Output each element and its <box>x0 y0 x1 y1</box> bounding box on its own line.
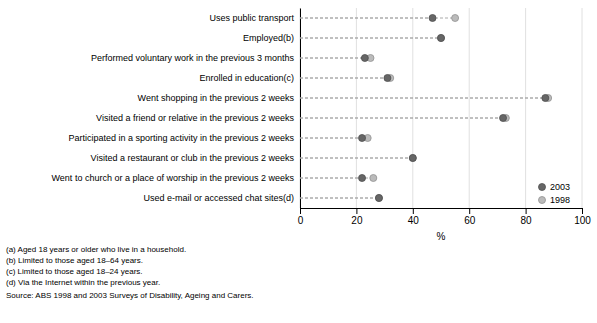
dot <box>409 155 416 162</box>
legend-swatch <box>539 184 546 191</box>
footnote: (d) Via the Internet within the previous… <box>6 278 160 287</box>
y-tick-label: Uses public transport <box>209 13 294 23</box>
x-tick: 20 <box>351 208 363 226</box>
x-tick: 40 <box>408 208 420 226</box>
y-tick: Performed voluntary work in the previous… <box>91 53 300 63</box>
dot <box>375 195 382 202</box>
footnote: Source: ABS 1998 and 2003 Surveys of Dis… <box>6 291 254 300</box>
dot <box>375 195 382 202</box>
guide-lines <box>300 18 548 198</box>
guide-line <box>300 178 362 179</box>
dot <box>359 135 366 142</box>
x-tick-mark <box>582 208 583 214</box>
dot <box>370 175 377 182</box>
x-axis-line <box>301 209 583 215</box>
x-axis: 0 20 40 60 80 100 <box>298 208 592 226</box>
guide-line <box>300 118 503 119</box>
legend-label: 2003 <box>550 182 570 192</box>
dot <box>409 155 416 162</box>
guide-line <box>300 158 413 159</box>
guide-line <box>300 18 433 19</box>
x-tick: 60 <box>464 208 476 226</box>
y-tick-label: Participated in a sporting activity in t… <box>68 133 294 143</box>
x-tick-label: 20 <box>351 215 363 226</box>
footnotes: (a) Aged 18 years or older who live in a… <box>6 245 254 300</box>
marks <box>300 15 552 202</box>
guide-line <box>300 138 368 139</box>
footnote: (b) Limited to those aged 18–64 years. <box>6 256 143 265</box>
x-axis-title: % <box>437 231 446 242</box>
guide-line <box>300 38 441 39</box>
guide-line <box>300 78 387 79</box>
y-tick: Enrolled in education(c) <box>199 73 300 83</box>
x-tick-label: 100 <box>574 215 591 226</box>
dot <box>452 15 459 22</box>
y-tick: Visited a friend or relative in the prev… <box>96 113 300 123</box>
y-tick: Employed(b) <box>243 33 300 43</box>
legend-label: 1998 <box>550 195 570 205</box>
guide-line <box>300 78 390 79</box>
guide-line <box>300 38 441 39</box>
guide-line <box>300 198 379 199</box>
guide-line <box>300 198 379 199</box>
dot <box>500 115 507 122</box>
grid-line <box>525 8 526 208</box>
x-tick: 0 <box>298 208 304 226</box>
guide-line <box>300 158 413 159</box>
guide-line <box>300 58 365 59</box>
x-tick: 100 <box>574 208 591 226</box>
guide-line <box>300 118 506 119</box>
guide-line <box>300 138 362 139</box>
dot <box>429 15 436 22</box>
x-tick-mark <box>469 208 470 214</box>
grid-line <box>582 8 583 208</box>
grid-line <box>469 8 470 208</box>
footnote: (c) Limited to those aged 18–24 years. <box>6 267 143 276</box>
y-axis: Uses public transport Employed(b) Performe… <box>52 9 301 209</box>
x-tick-label: 0 <box>298 215 304 226</box>
y-tick: Uses public transport <box>209 13 300 23</box>
dot <box>359 175 366 182</box>
y-tick-label: Went to church or a place of worship in … <box>52 173 295 183</box>
y-tick-label: Went shopping in the previous 2 weeks <box>138 93 295 103</box>
series-dots <box>364 15 551 202</box>
guide-line <box>300 98 548 99</box>
y-tick-label: Visited a friend or relative in the prev… <box>96 113 294 123</box>
y-tick-label: Employed(b) <box>243 33 294 43</box>
x-tick-label: 40 <box>408 215 420 226</box>
dot <box>438 35 445 42</box>
x-tick-mark <box>300 208 301 214</box>
series-dots <box>359 15 549 202</box>
legend-item: 1998 <box>539 195 571 205</box>
y-tick: Went shopping in the previous 2 weeks <box>138 93 300 103</box>
guide-line <box>300 58 371 59</box>
y-tick-label: Performed voluntary work in the previous… <box>91 53 295 63</box>
x-tick-mark <box>526 208 527 214</box>
y-tick: Visited a restaurant or club in the prev… <box>91 153 300 163</box>
y-tick: Participated in a sporting activity in t… <box>68 133 300 143</box>
x-tick-label: 80 <box>521 215 533 226</box>
x-tick-mark <box>413 208 414 214</box>
guide-line <box>300 98 545 99</box>
y-tick-label: Visited a restaurant or club in the prev… <box>91 153 295 163</box>
footnote: (a) Aged 18 years or older who live in a… <box>6 245 186 254</box>
dot <box>361 55 368 62</box>
legend-item: 2003 <box>539 182 571 192</box>
y-tick-label: Enrolled in education(c) <box>199 73 294 83</box>
dot <box>438 35 445 42</box>
legend: 2003 1998 <box>539 182 571 205</box>
chart: 0 20 40 60 80 100 Uses public transport Employe… <box>0 0 597 323</box>
y-tick: Went to church or a place of worship in … <box>52 173 300 183</box>
grid <box>300 8 582 208</box>
dot <box>384 75 391 82</box>
dot <box>542 95 549 102</box>
legend-swatch <box>539 197 546 204</box>
y-tick-label: Used e-mail or accessed chat sites(d) <box>143 193 294 203</box>
y-tick: Used e-mail or accessed chat sites(d) <box>143 193 300 203</box>
x-tick: 80 <box>521 208 533 226</box>
x-tick-label: 60 <box>464 215 476 226</box>
x-tick-mark <box>356 208 357 214</box>
